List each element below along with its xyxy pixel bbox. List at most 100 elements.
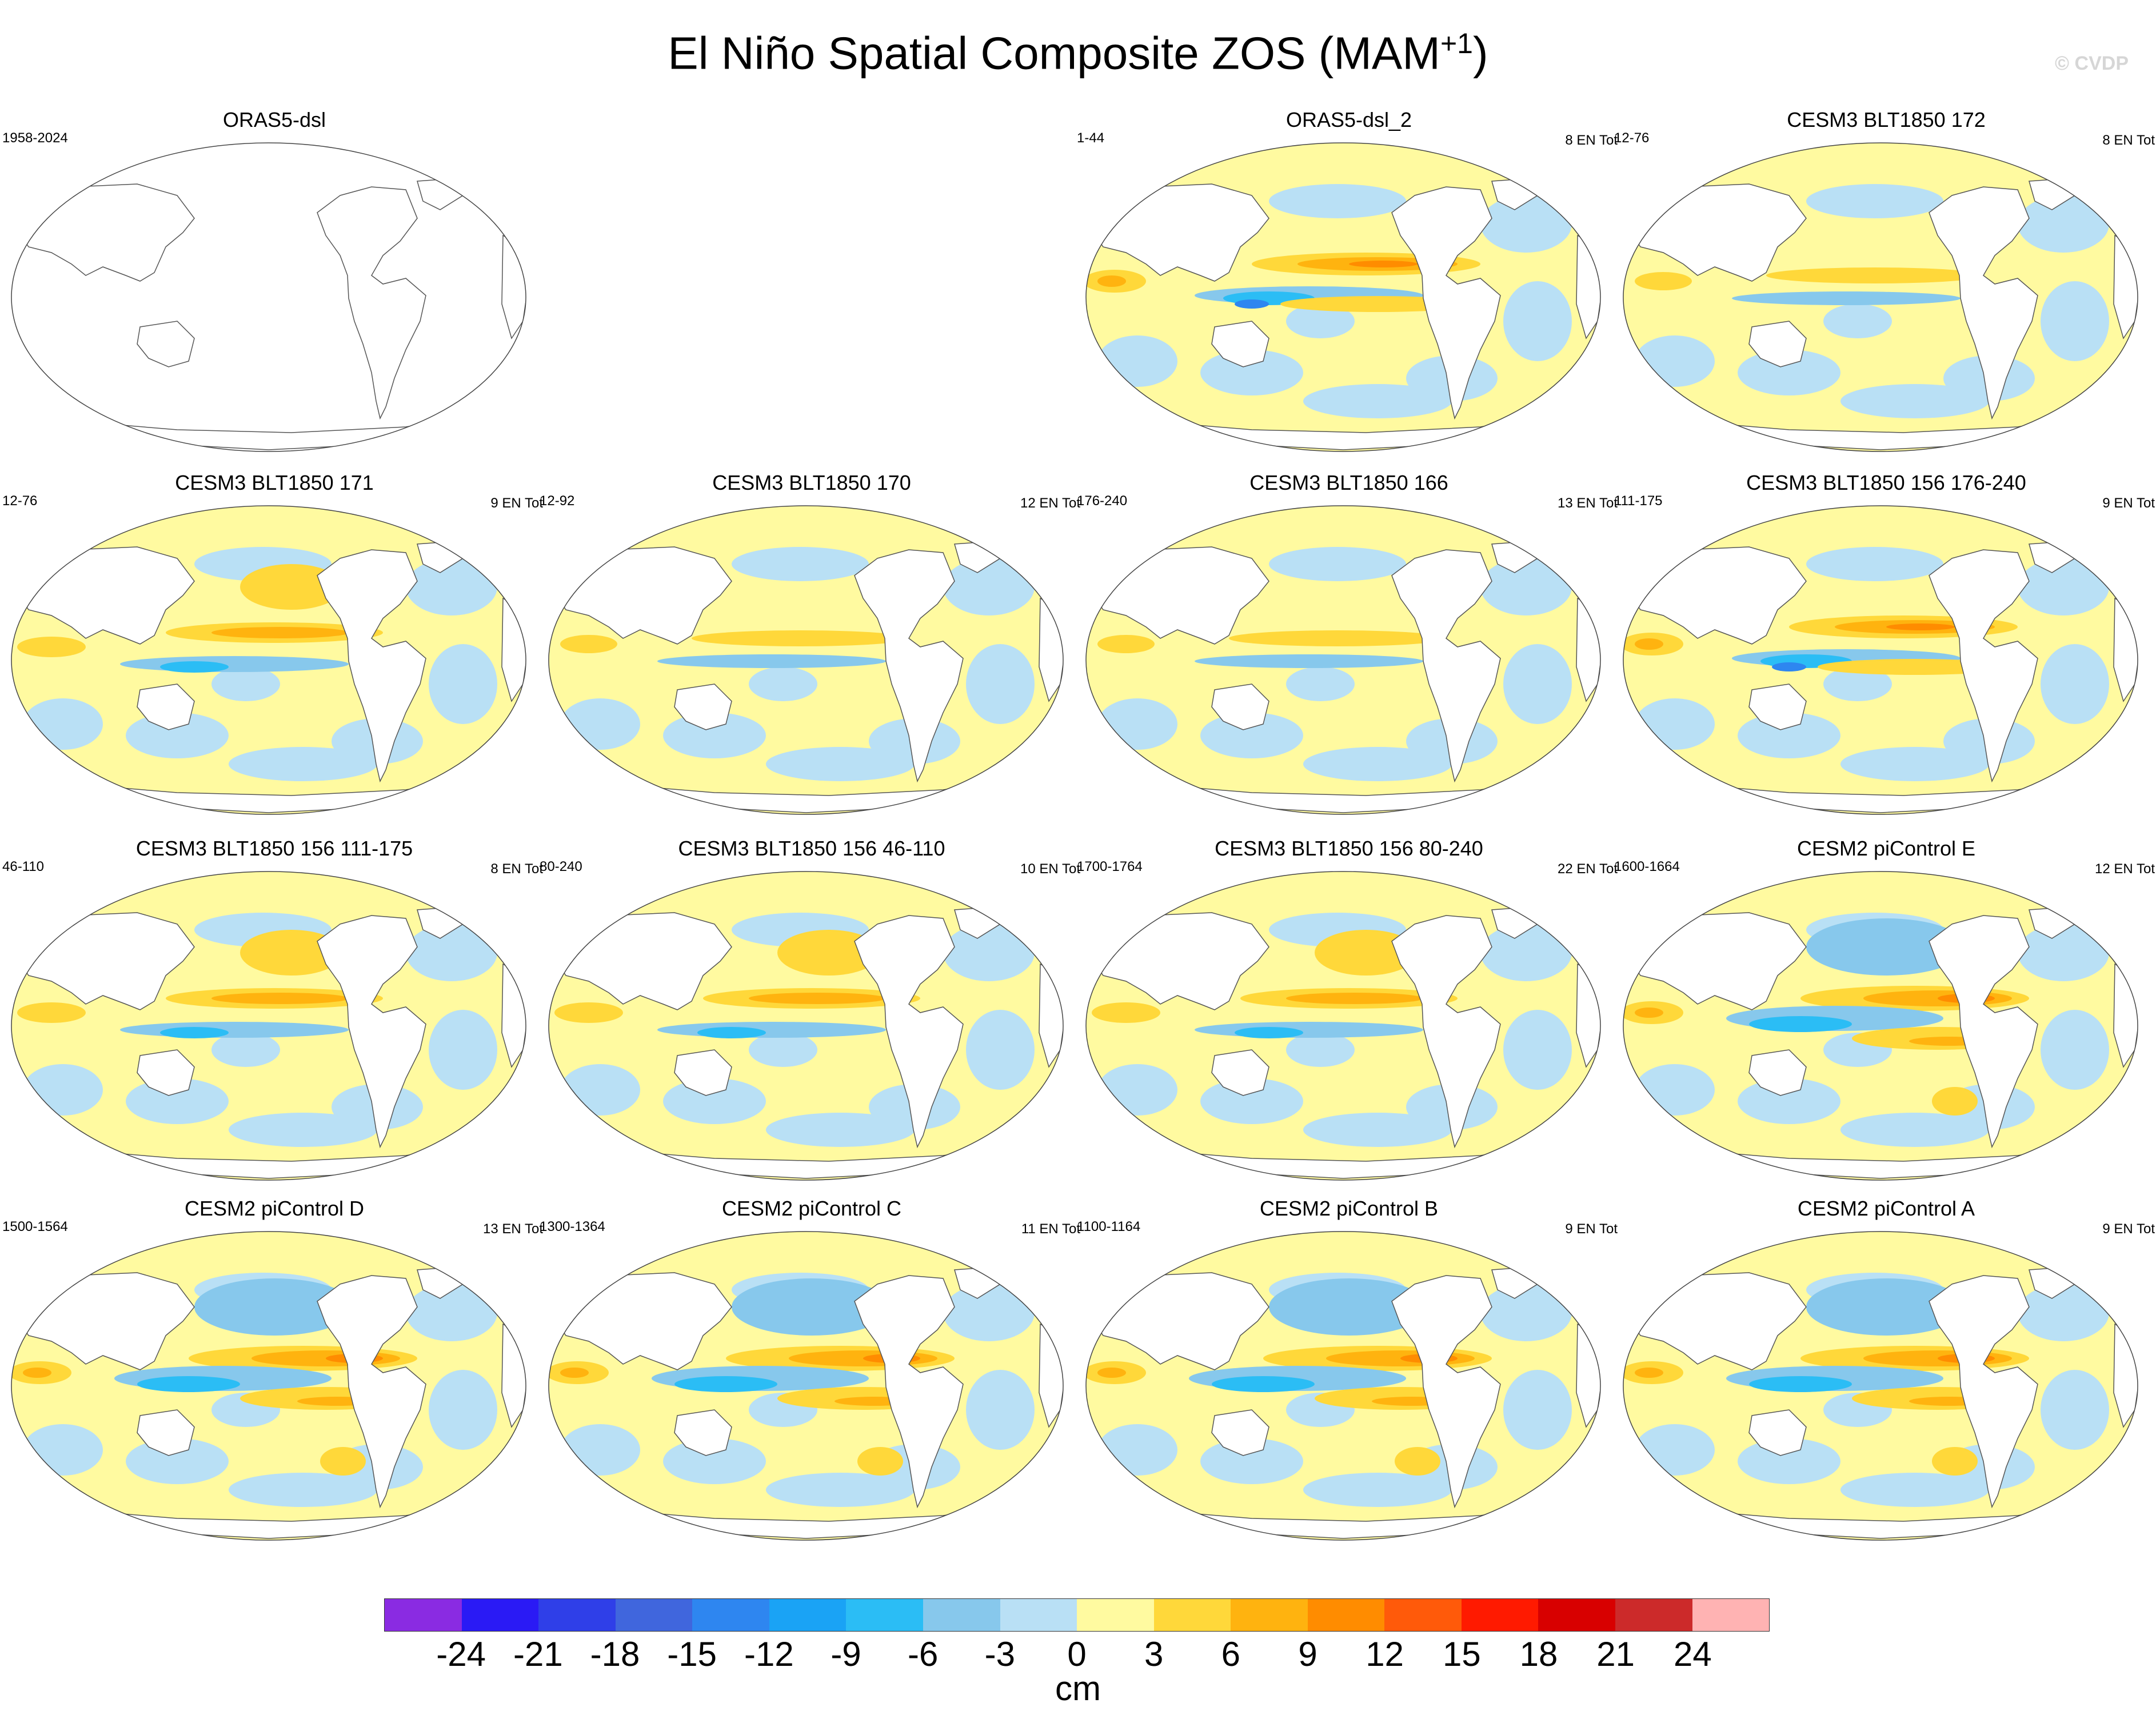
panel-years: 1300-1364 [540, 1219, 605, 1234]
continent [854, 915, 964, 1149]
continent [1929, 1275, 2038, 1509]
globe-outline [548, 1231, 1064, 1541]
continent [1391, 1275, 1501, 1509]
continent [1628, 546, 1807, 645]
figure-title: El Niño Spatial Composite ZOS (MAM+1) [668, 27, 1488, 79]
continent [674, 683, 732, 730]
globe-map [11, 505, 526, 815]
panel-count: 11 EN Tot [1021, 1221, 1080, 1237]
colorbar-tick-label: 21 [1596, 1635, 1635, 1673]
colorbar-swatch [1000, 1599, 1077, 1631]
colorbar-swatch [1077, 1599, 1154, 1631]
continent [137, 1409, 195, 1456]
panel-count: 9 EN Tot [2102, 495, 2155, 511]
globe-outline [1623, 871, 2138, 1181]
panel-title: CESM2 piControl E [1796, 837, 1976, 860]
continent [1211, 1409, 1269, 1456]
continent [1628, 183, 1807, 282]
panel-title: CESM3 BLT1850 156 46-110 [678, 837, 945, 860]
continent [1748, 321, 1807, 367]
globe-map [1085, 1231, 1601, 1541]
colorbar-swatch [692, 1599, 769, 1631]
panel-count: 8 EN Tot [490, 861, 543, 877]
globe-map [1623, 1231, 2138, 1541]
globe-outline [548, 871, 1064, 1181]
panel-title: CESM2 piControl D [184, 1197, 365, 1220]
continent [1628, 912, 1807, 1010]
globe-outline [1085, 1231, 1601, 1541]
map-panel: CESM3 BLT1850 156 80-240 1700-1764 22 EN T… [1077, 837, 1618, 1214]
colorbar-tick-label: 12 [1366, 1635, 1404, 1673]
globe-map [1623, 142, 2138, 452]
colorbar-swatch [923, 1599, 1000, 1631]
map-panel: CESM3 BLT1850 170 12-92 12 EN Tot [540, 471, 1080, 849]
globe-outline [1623, 142, 2138, 452]
globe-map [1085, 871, 1601, 1181]
continent [1091, 546, 1269, 645]
continent [1929, 915, 2038, 1149]
map-panel: CESM2 piControl C 1300-1364 11 EN Tot [540, 1197, 1080, 1574]
continent [17, 546, 195, 645]
globe-map [11, 142, 526, 452]
continent [317, 1275, 426, 1509]
panel-years: 80-240 [540, 859, 582, 874]
continent [1748, 1409, 1807, 1456]
panel-title: CESM2 piControl B [1259, 1197, 1439, 1220]
continent [1748, 683, 1807, 730]
colorbar-swatch [1231, 1599, 1308, 1631]
map-panel: CESM3 BLT1850 172 12-76 8 EN Tot [1614, 109, 2155, 486]
globe-outline [11, 871, 526, 1181]
map-panel: CESM2 piControl E 1600-1664 12 EN Tot [1614, 837, 2155, 1214]
continent [17, 912, 195, 1010]
panel-count: 13 EN Tot [1558, 495, 1618, 511]
colorbar-tick-label: 9 [1298, 1635, 1317, 1673]
continent [1211, 1049, 1269, 1096]
colorbar-tick-label: -6 [907, 1635, 939, 1673]
panel-years: 1958-2024 [2, 130, 68, 146]
continent [317, 915, 426, 1149]
panel-years: 1500-1564 [2, 1219, 68, 1234]
panel-count: 9 EN Tot [2102, 1221, 2155, 1237]
continent [1391, 186, 1501, 420]
globe-map [1085, 505, 1601, 815]
continent [854, 1275, 964, 1509]
continent [674, 1409, 732, 1456]
continent [137, 1049, 195, 1096]
globe-outline [1623, 505, 2138, 815]
continent [137, 683, 195, 730]
continent [1211, 683, 1269, 730]
colorbar-swatch [615, 1599, 693, 1631]
globe-map [548, 871, 1064, 1181]
continent [554, 546, 732, 645]
continent [137, 321, 195, 367]
colorbar-tick-label: 24 [1673, 1635, 1712, 1673]
panel-count: 12 EN Tot [2095, 861, 2155, 877]
panel-count: 13 EN Tot [483, 1221, 543, 1237]
globe-map [1085, 142, 1601, 452]
colorbar-swatch [1153, 1599, 1231, 1631]
colorbar-tick-label: 6 [1221, 1635, 1241, 1673]
continent [1391, 549, 1501, 783]
panel-title: CESM3 BLT1850 170 [712, 471, 911, 494]
colorbar-tick-label: 3 [1144, 1635, 1164, 1673]
map-panel: CESM3 BLT1850 171 12-76 9 EN Tot [2, 471, 543, 849]
panel-years: 1100-1164 [1077, 1219, 1141, 1234]
colorbar-swatch [846, 1599, 923, 1631]
continent [17, 183, 195, 282]
continent [674, 1049, 732, 1096]
colorbar-labels: -24 -21 -18 -15 -12 -9 -6 -3 0 3 6 9 12 15 18 21 24 [384, 1634, 1770, 1674]
globe-outline [1085, 871, 1601, 1181]
panel-count: 10 EN Tot [1020, 861, 1080, 877]
globe-map [11, 1231, 526, 1541]
continent [1929, 549, 2038, 783]
panel-title: ORAS5-dsl [222, 108, 326, 131]
map-panel: CESM3 BLT1850 156 176-240 111-175 9 EN Tot [1614, 471, 2155, 849]
continent [1391, 915, 1501, 1149]
colorbar-swatch [769, 1599, 847, 1631]
continent [1091, 183, 1269, 282]
continent [1628, 1272, 1807, 1370]
panel-count: 8 EN Tot [2102, 133, 2155, 148]
panel-title: CESM3 BLT1850 156 111-175 [135, 837, 413, 860]
map-panel: CESM2 piControl A 9 EN Tot [1618, 1197, 2155, 1574]
continent [854, 549, 964, 783]
